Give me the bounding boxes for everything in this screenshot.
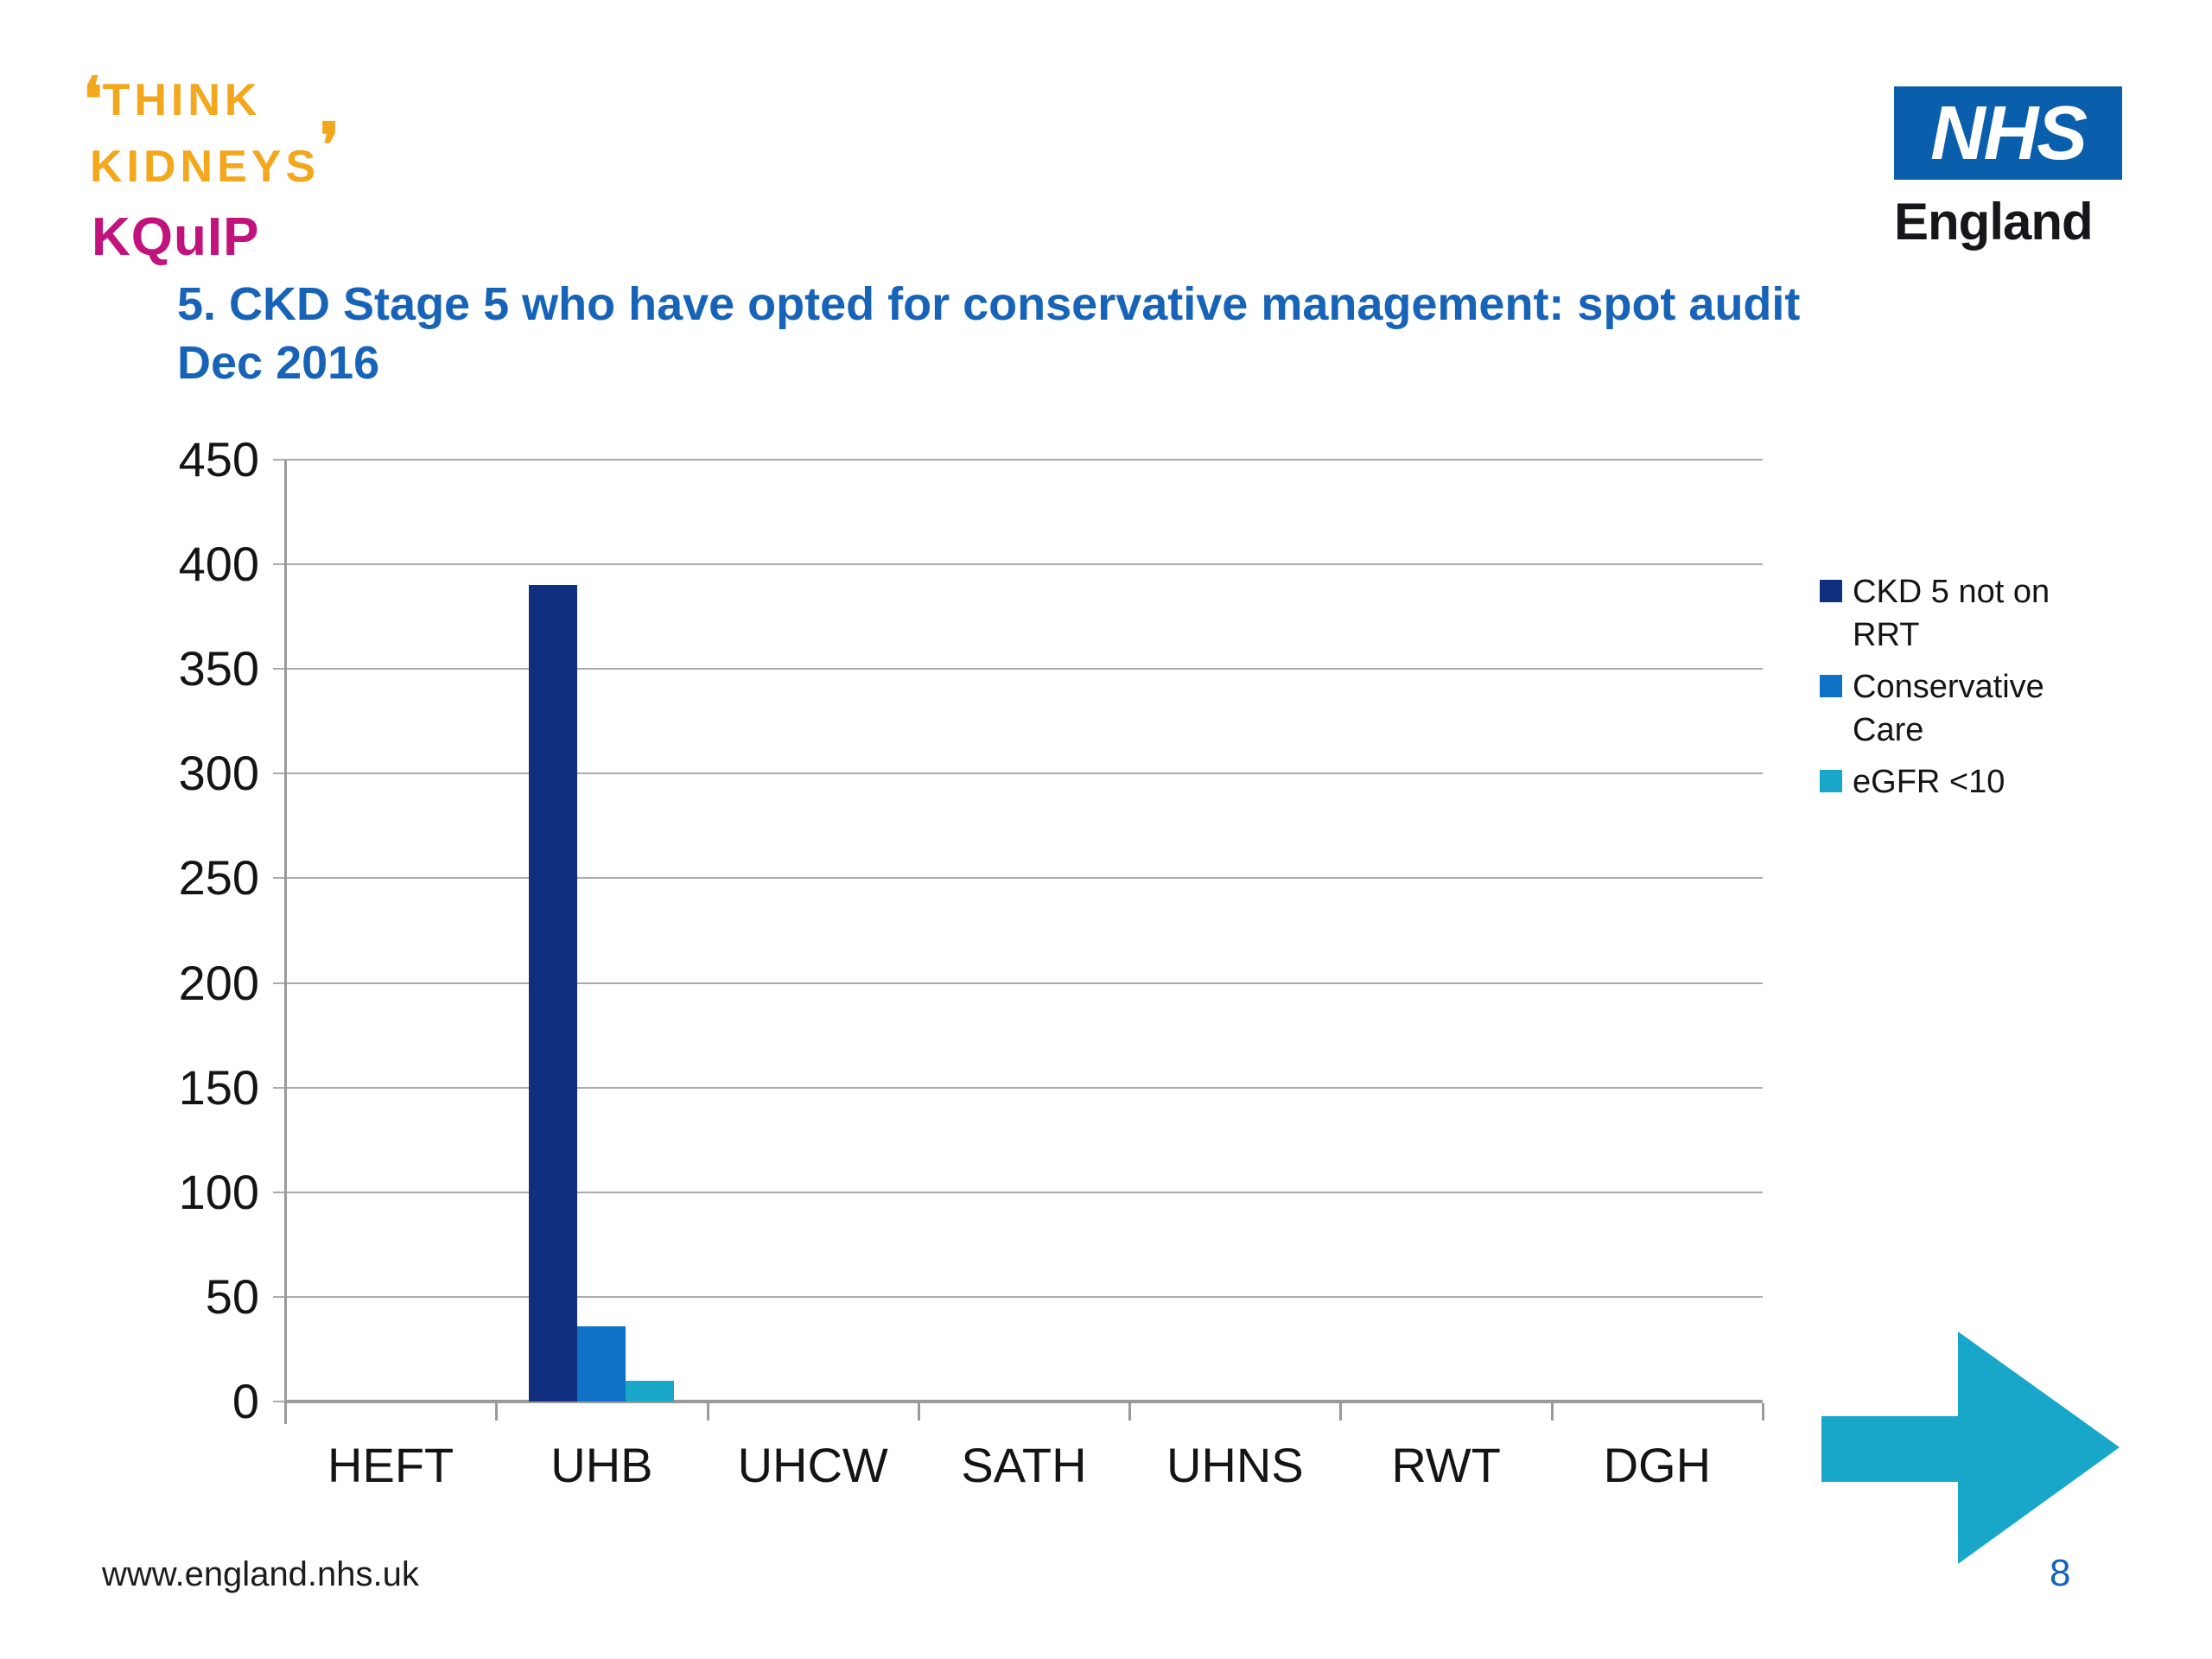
x-axis-line — [285, 1400, 1763, 1403]
think-kidneys-word2: KIDNEYS — [90, 142, 321, 192]
legend-swatch-icon — [1820, 675, 1842, 697]
y-tick-300 — [273, 772, 285, 775]
nhs-logo-text: NHS — [1930, 90, 2088, 175]
x-category-label-UHNS: UHNS — [1166, 1438, 1304, 1492]
y-tick-450 — [273, 459, 285, 461]
legend-swatch-icon — [1820, 770, 1842, 792]
x-tick-3 — [917, 1403, 920, 1421]
y-tick-label-250: 250 — [178, 850, 259, 906]
x-tick-1 — [495, 1403, 499, 1421]
legend-item: eGFR <10 — [1820, 760, 2105, 804]
chart-legend: CKD 5 not on RRT Conservative Care eGFR <1… — [1820, 570, 2105, 812]
x-category-label-UHB: UHB — [550, 1438, 653, 1492]
y-tick-0 — [273, 1401, 285, 1402]
bar-UHB-egfr-<10 — [626, 1380, 675, 1402]
gridline-350 — [285, 668, 1763, 671]
x-category-label-DGH: DGH — [1603, 1438, 1712, 1492]
gridline-400 — [285, 563, 1763, 566]
x-tick-0 — [284, 1403, 287, 1421]
gridline-250 — [285, 877, 1763, 880]
think-kidneys-line1: ❛THINK — [83, 69, 340, 130]
y-tick-label-450: 450 — [178, 432, 259, 486]
y-tick-100 — [273, 1191, 285, 1193]
y-tick-label-50: 50 — [205, 1268, 259, 1324]
y-tick-400 — [273, 563, 285, 566]
x-tick-6 — [1550, 1403, 1554, 1421]
legend-swatch-icon — [1820, 580, 1842, 602]
y-tick-label-0: 0 — [232, 1374, 259, 1428]
y-tick-label-400: 400 — [178, 537, 259, 592]
think-kidneys-line2: KIDNEYS❜ — [90, 115, 340, 194]
nhs-england-logo: NHS England — [1894, 86, 2122, 251]
footer-url: www.england.nhs.uk — [102, 1555, 419, 1593]
gridline-150 — [285, 1086, 1763, 1089]
y-tick-label-350: 350 — [178, 641, 259, 696]
y-tick-350 — [273, 668, 285, 671]
slide-title-line1: 5. CKD Stage 5 who have opted for conser… — [177, 278, 1801, 330]
bar-UHB-conservative-care — [577, 1325, 626, 1402]
legend-item: CKD 5 not on RRT — [1820, 570, 2105, 657]
think-kidneys-logo: ❛THINK KIDNEYS❜ KQuIP — [83, 69, 340, 268]
y-tick-200 — [273, 982, 285, 984]
kquip-logo-text: KQuIP — [92, 207, 260, 267]
gridline-100 — [285, 1191, 1763, 1193]
legend-label: eGFR <10 — [1853, 764, 2005, 800]
gridline-50 — [285, 1295, 1763, 1298]
legend-label: CKD 5 not on RRT — [1853, 574, 2050, 653]
open-quote-icon: ❛ — [83, 66, 103, 133]
slide-title: 5. CKD Stage 5 who have opted for conser… — [177, 275, 1871, 392]
think-kidneys-word1: THINK — [102, 75, 262, 125]
x-tick-7 — [1762, 1403, 1764, 1421]
x-category-label-SATH: SATH — [961, 1438, 1087, 1492]
y-tick-250 — [273, 877, 285, 880]
y-tick-label-100: 100 — [178, 1164, 259, 1219]
slide-title-line2: Dec 2016 — [177, 337, 380, 389]
x-tick-2 — [706, 1403, 709, 1421]
nhs-england-text: England — [1894, 193, 2094, 251]
y-tick-50 — [273, 1295, 285, 1298]
bar-UHB-ckd-5-not-on-rrt — [529, 585, 578, 1402]
y-tick-label-300: 300 — [178, 746, 259, 801]
x-category-label-HEFT: HEFT — [327, 1438, 454, 1492]
gridline-300 — [285, 772, 1763, 775]
gridline-200 — [285, 982, 1763, 984]
nhs-logo-box: NHS — [1894, 86, 2122, 180]
y-tick-label-200: 200 — [178, 955, 259, 1010]
y-axis-line — [284, 460, 287, 1424]
x-tick-4 — [1128, 1403, 1132, 1421]
x-category-label-RWT: RWT — [1391, 1438, 1501, 1492]
legend-item: Conservative Care — [1820, 665, 2105, 752]
y-tick-label-150: 150 — [178, 1059, 259, 1115]
y-tick-150 — [273, 1086, 285, 1089]
close-quote-icon: ❜ — [320, 111, 340, 179]
x-category-label-UHCW: UHCW — [737, 1438, 888, 1492]
next-arrow-icon — [1821, 1332, 2120, 1564]
page-number: 8 — [2050, 1552, 2071, 1594]
legend-label: Conservative Care — [1853, 669, 2044, 748]
x-tick-5 — [1339, 1403, 1343, 1421]
gridline-450 — [285, 459, 1763, 461]
